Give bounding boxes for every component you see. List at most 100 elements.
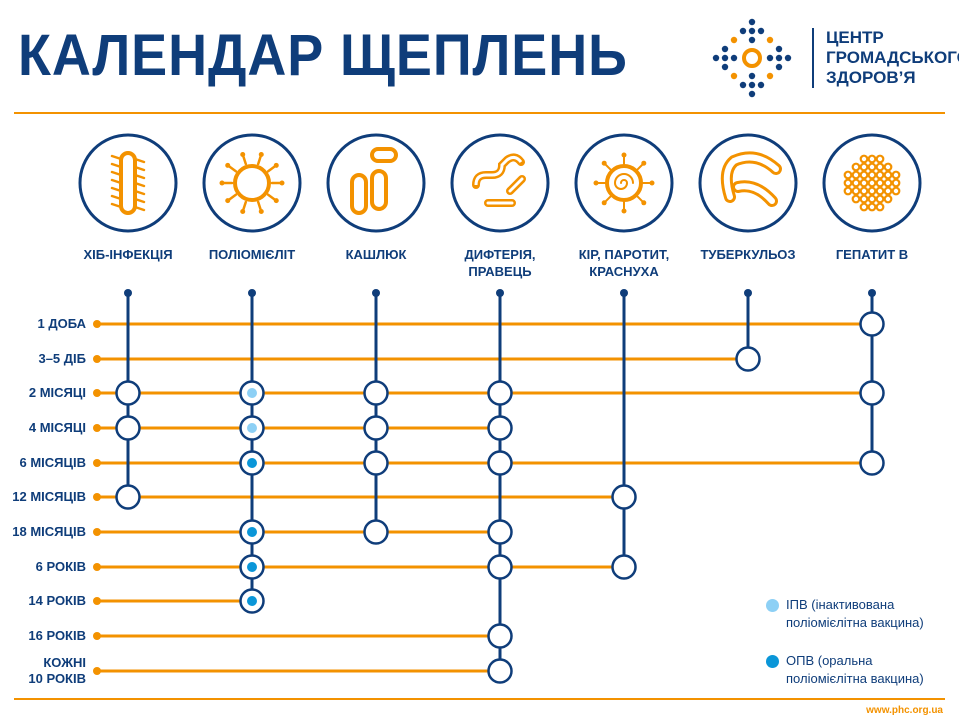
legend-opv-text: ОПВ (оральна <box>786 653 873 668</box>
logo-line: ЗДОРОВ’Я <box>826 68 916 87</box>
age-line-dot <box>93 563 101 571</box>
logo-dot <box>730 72 738 80</box>
age-label: КОЖНІ 10 РОКІВ <box>28 655 86 686</box>
age-line-dot <box>93 355 101 363</box>
vaccine-label: ПОЛІОМІЄЛІТ <box>208 247 296 262</box>
logo-dot <box>721 63 729 71</box>
spiked-virus-icon <box>202 133 302 233</box>
vaccine-label: КІР, ПАРОТИТ, КРАСНУХА <box>578 247 670 279</box>
opv-dose-dot <box>247 596 257 606</box>
age-label: 12 МІСЯЦІВ <box>12 489 86 504</box>
age-line-dot <box>93 493 101 501</box>
icon-circle <box>78 133 178 233</box>
ipv-dose-dot <box>247 423 257 433</box>
age-label: 14 РОКІВ <box>28 593 86 608</box>
logo-dot <box>775 54 783 62</box>
legend-opv-text: поліомієлітна вакцина) <box>786 671 924 686</box>
logo-dot <box>748 81 756 89</box>
dose-marker <box>735 346 761 372</box>
vaccine-line-dot <box>868 289 876 297</box>
logo-line: ГРОМАДСЬКОГО <box>826 48 959 67</box>
logo-dot <box>748 36 756 44</box>
age-label: 3–5 ДІБ <box>38 351 86 366</box>
age-label: 4 МІСЯЦІ <box>28 420 86 435</box>
dose-marker <box>487 415 513 441</box>
footer-divider <box>14 698 945 700</box>
logo-line: ЦЕНТР <box>826 28 884 47</box>
dose-marker <box>611 554 637 580</box>
measles-virus-icon <box>574 133 674 233</box>
bacilli-icon <box>326 133 426 233</box>
logo-dot <box>784 54 792 62</box>
legend-opv: ОПВ (оральна поліомієлітна вакцина) <box>766 652 924 688</box>
vaccine-line-dot <box>248 289 256 297</box>
logo-dot <box>748 90 756 98</box>
vaccine-line-dot <box>496 289 504 297</box>
virus-body <box>233 164 271 202</box>
website-link[interactable]: www.phc.org.ua <box>866 705 943 716</box>
opv-dot-icon <box>766 655 779 668</box>
logo-ring <box>742 48 762 68</box>
logo-dot <box>739 81 747 89</box>
dose-marker <box>611 484 637 510</box>
vaccine-line-dot <box>620 289 628 297</box>
icon-circle <box>450 133 550 233</box>
logo-dot <box>721 54 729 62</box>
logo-dot <box>730 54 738 62</box>
dose-marker <box>363 415 389 441</box>
vaccine-line-dot <box>372 289 380 297</box>
logo-divider <box>812 28 814 88</box>
logo-dot <box>775 63 783 71</box>
chain-bacteria-icon <box>450 133 550 233</box>
logo-dot <box>712 54 720 62</box>
dose-marker <box>487 554 513 580</box>
dose-marker <box>487 623 513 649</box>
age-line-dot <box>93 597 101 605</box>
dose-marker <box>487 450 513 476</box>
curved-bacilli-icon <box>698 133 798 233</box>
dose-marker <box>363 380 389 406</box>
dose-marker <box>859 380 885 406</box>
age-label: 6 РОКІВ <box>35 559 86 574</box>
logo-dot <box>757 81 765 89</box>
opv-dose-dot <box>247 527 257 537</box>
age-label: 18 МІСЯЦІВ <box>12 524 86 539</box>
header-divider <box>14 112 945 114</box>
logo-dot <box>748 27 756 35</box>
age-line-dot <box>93 528 101 536</box>
logo-dot <box>730 36 738 44</box>
logo-dot <box>766 72 774 80</box>
age-line-dot <box>93 389 101 397</box>
logo-dot <box>766 54 774 62</box>
page-title: КАЛЕНДАР ЩЕПЛЕНЬ <box>18 23 628 88</box>
dose-marker <box>859 311 885 337</box>
legend-ipv-text: ІПВ (інактивована <box>786 597 895 612</box>
ipv-dose-dot <box>247 388 257 398</box>
age-line-dot <box>93 459 101 467</box>
dose-marker <box>363 450 389 476</box>
logo-dot <box>748 72 756 80</box>
vaccine-label: ТУБЕРКУЛЬОЗ <box>700 247 796 262</box>
opv-dose-dot <box>247 562 257 572</box>
age-label: 2 МІСЯЦІ <box>28 385 86 400</box>
hepatitis-virus-icon <box>822 133 922 233</box>
logo-dot <box>766 36 774 44</box>
dose-marker <box>115 380 141 406</box>
dose-marker <box>115 415 141 441</box>
legend-ipv-text: поліомієлітна вакцина) <box>786 615 924 630</box>
age-line-dot <box>93 667 101 675</box>
logo-text: ЦЕНТР ГРОМАДСЬКОГО ЗДОРОВ’Я <box>826 28 959 88</box>
dose-marker <box>115 484 141 510</box>
logo-dot <box>748 18 756 26</box>
logo-dot <box>739 27 747 35</box>
icon-circle <box>574 133 674 233</box>
dose-marker <box>487 658 513 684</box>
age-line-dot <box>93 632 101 640</box>
vaccine-label: ДИФТЕРІЯ, ПРАВЕЦЬ <box>464 247 536 279</box>
vaccine-label: ГЕПАТИТ В <box>835 247 909 262</box>
age-label: 16 РОКІВ <box>28 628 86 643</box>
logo-dot <box>721 45 729 53</box>
dose-marker <box>859 450 885 476</box>
